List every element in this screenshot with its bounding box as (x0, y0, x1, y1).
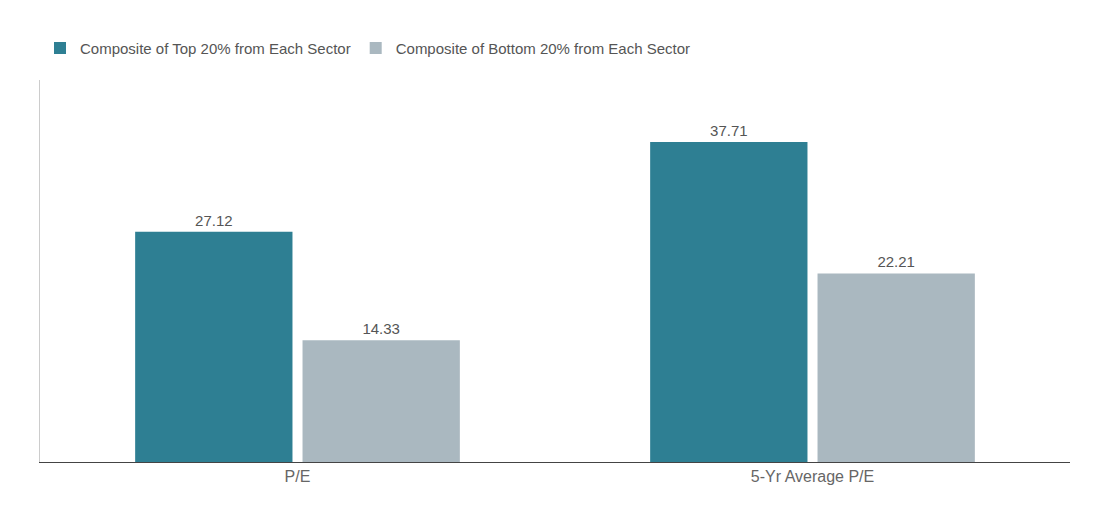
svg-text:5-Yr Average P/E: 5-Yr Average P/E (751, 468, 874, 485)
svg-text:14.33: 14.33 (362, 320, 400, 337)
svg-text:Composite of Top 20% from Each: Composite of Top 20% from Each Sector (80, 40, 351, 57)
svg-text:22.21: 22.21 (877, 253, 915, 270)
svg-text:Composite of Bottom 20% from E: Composite of Bottom 20% from Each Sector (396, 40, 690, 57)
svg-text:27.12: 27.12 (195, 212, 233, 229)
svg-text:37.71: 37.71 (710, 122, 748, 139)
svg-text:P/E: P/E (285, 468, 311, 485)
